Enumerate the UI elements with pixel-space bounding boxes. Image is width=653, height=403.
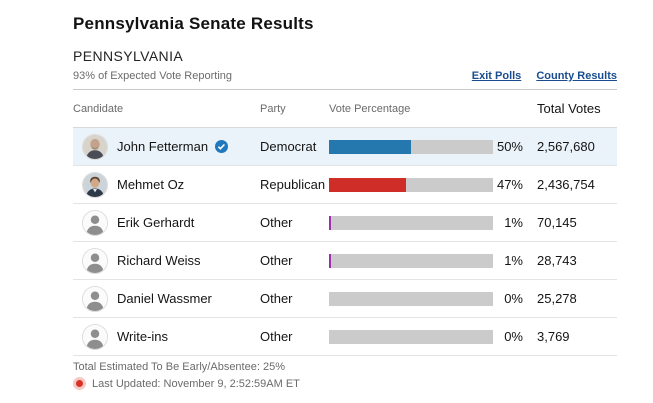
candidate-avatar — [82, 171, 108, 198]
candidate-avatar-silhouette — [82, 323, 108, 350]
last-updated: Last Updated: November 9, 2:52:59AM ET — [92, 377, 300, 390]
table-row: John Fetterman Democrat 50% 2,567,680 — [73, 128, 617, 166]
candidate-name: Mehmet Oz — [117, 177, 185, 192]
column-header-party: Party — [260, 102, 286, 115]
party-cell: Republican — [260, 177, 326, 192]
candidate-cell: John Fetterman — [73, 133, 260, 160]
vote-bar — [329, 253, 493, 268]
party-cell: Other — [260, 215, 293, 230]
vote-percentage: 50% — [496, 139, 523, 154]
table-header-row: Candidate Party Vote Percentage Total Vo… — [73, 90, 617, 128]
vote-bar-track — [329, 291, 493, 306]
candidate-avatar-silhouette — [82, 285, 108, 312]
total-votes: 28,743 — [537, 253, 577, 268]
candidate-name: John Fetterman — [117, 139, 209, 154]
vote-bar-fill — [329, 177, 407, 192]
vote-bar-track — [329, 253, 493, 268]
vote-bar-fill — [329, 215, 331, 230]
vote-percentage: 47% — [496, 177, 523, 192]
candidate-avatar-silhouette — [82, 247, 108, 274]
column-header-total-votes: Total Votes — [537, 101, 601, 116]
total-votes: 3,769 — [537, 329, 570, 344]
vote-percentage: 0% — [504, 291, 523, 306]
table-row: Write-ins Other 0% 3,769 — [73, 318, 617, 356]
county-results-link[interactable]: County Results — [536, 70, 617, 82]
candidate-cell: Daniel Wassmer — [73, 285, 260, 312]
candidate-cell: Write-ins — [73, 323, 260, 350]
total-votes: 25,278 — [537, 291, 577, 306]
table-row: Mehmet Oz Republican 47% 2,436,754 — [73, 166, 617, 204]
vote-bar-track — [329, 329, 493, 344]
vote-bar-fill — [329, 253, 331, 268]
vote-bar-track — [329, 177, 493, 192]
vote-percentage: 1% — [504, 215, 523, 230]
vote-percentage: 0% — [504, 329, 523, 344]
candidate-cell: Richard Weiss — [73, 247, 260, 274]
candidate-name: Write-ins — [117, 329, 169, 344]
reporting-status: 93% of Expected Vote Reporting — [73, 70, 232, 82]
status-bar: 93% of Expected Vote Reporting Exit Poll… — [73, 70, 617, 90]
party-cell: Democrat — [260, 139, 317, 154]
footer: Total Estimated To Be Early/Absentee: 25… — [73, 361, 617, 390]
candidate-avatar — [82, 133, 108, 160]
total-votes: 2,436,754 — [537, 177, 595, 192]
absentee-note: Total Estimated To Be Early/Absentee: 25… — [73, 361, 285, 373]
candidate-avatar-silhouette — [82, 209, 108, 236]
column-header-candidate: Candidate — [73, 102, 124, 115]
vote-bar — [329, 291, 493, 306]
vote-bar-fill — [329, 139, 411, 154]
state-label: PENNSYLVANIA — [73, 48, 184, 64]
total-votes: 2,567,680 — [537, 139, 595, 154]
vote-bar — [329, 329, 493, 344]
table-row: Daniel Wassmer Other 0% 25,278 — [73, 280, 617, 318]
table-row: Richard Weiss Other 1% 28,743 — [73, 242, 617, 280]
vote-percentage: 1% — [504, 253, 523, 268]
table-row: Erik Gerhardt Other 1% 70,145 — [73, 204, 617, 242]
party-cell: Other — [260, 253, 293, 268]
exit-polls-link[interactable]: Exit Polls — [471, 70, 522, 82]
vote-bar — [329, 139, 493, 154]
winner-check-icon — [215, 140, 229, 153]
page-title: Pennsylvania Senate Results — [73, 14, 314, 33]
party-cell: Other — [260, 291, 293, 306]
candidate-name: Richard Weiss — [117, 253, 201, 268]
total-votes: 70,145 — [537, 215, 577, 230]
column-header-vote-percentage: Vote Percentage — [329, 102, 411, 115]
vote-bar — [329, 215, 493, 230]
candidate-name: Daniel Wassmer — [117, 291, 212, 306]
candidate-name: Erik Gerhardt — [117, 215, 195, 230]
candidate-cell: Mehmet Oz — [73, 171, 260, 198]
candidate-cell: Erik Gerhardt — [73, 209, 260, 236]
vote-bar-track — [329, 215, 493, 230]
vote-bar-track — [329, 139, 493, 154]
vote-bar — [329, 177, 493, 192]
live-dot-icon — [73, 377, 86, 390]
party-cell: Other — [260, 329, 293, 344]
